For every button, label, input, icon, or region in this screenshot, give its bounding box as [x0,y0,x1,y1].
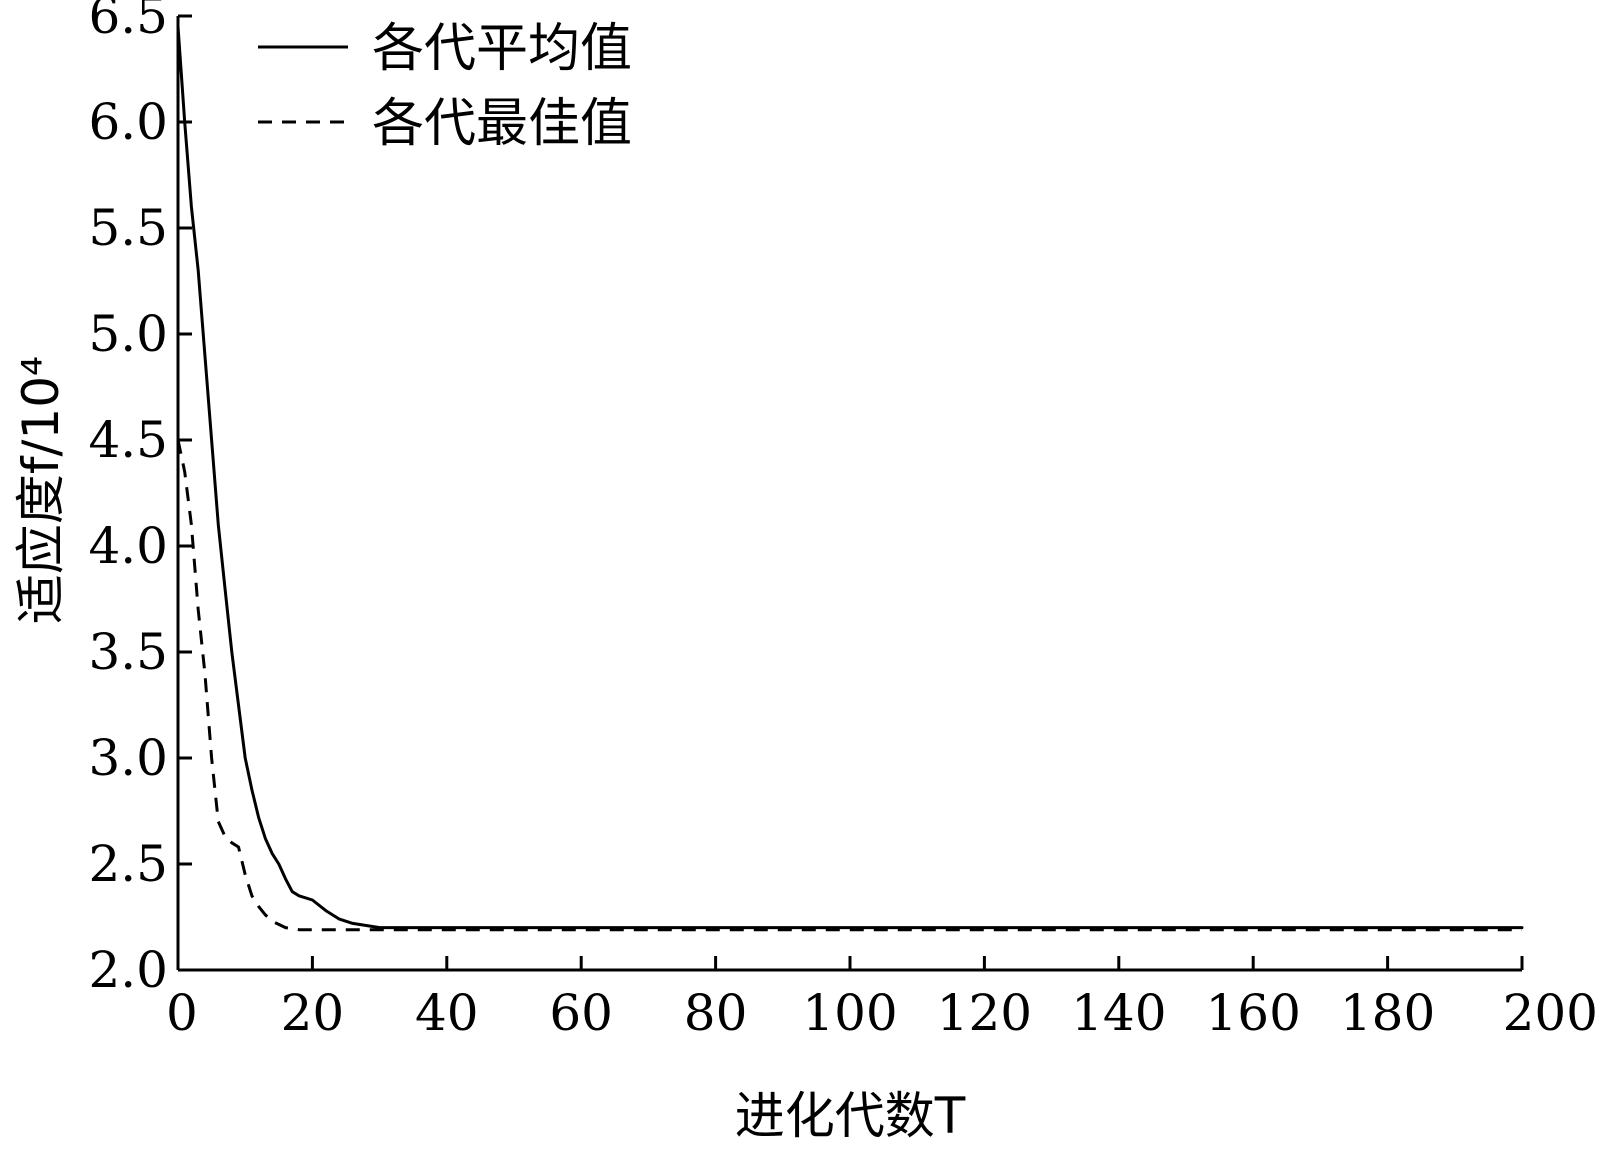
y-tick-label: 2.5 [88,835,168,893]
x-tick-label: 40 [415,984,479,1042]
x-tick-label: 0 [166,984,198,1042]
legend-label-average: 各代平均值 [372,19,632,79]
legend: 各代平均值 各代最佳值 [258,19,632,154]
y-tick-label: 5.0 [88,305,168,363]
y-axis-ticks: 2.0 2.5 3.0 3.5 4.0 4.5 5.0 5.5 6.0 6.5 [88,0,192,999]
x-axis-ticks: 0 20 40 60 80 100 120 140 160 180 200 [166,956,1598,1042]
y-tick-label: 4.5 [88,411,168,469]
x-axis-label: 进化代数T [735,1087,966,1145]
x-tick-label: 140 [1071,984,1166,1042]
y-tick-label: 2.0 [88,941,168,999]
y-axis-label: 适应度f/10⁴ [12,356,70,624]
y-tick-label: 5.5 [88,199,168,257]
x-tick-label: 100 [802,984,897,1042]
legend-label-best: 各代最佳值 [372,94,632,154]
x-tick-label: 20 [281,984,345,1042]
x-tick-label: 60 [549,984,613,1042]
x-tick-label: 80 [684,984,748,1042]
y-tick-label: 6.0 [88,93,168,151]
x-tick-label: 120 [937,984,1032,1042]
x-tick-label: 160 [1205,984,1300,1042]
x-tick-label: 180 [1340,984,1435,1042]
y-tick-label: 6.5 [88,0,168,45]
y-tick-label: 3.5 [88,623,168,681]
series-line-average [176,25,1524,930]
series-line-best [176,439,1522,932]
plot-frame [176,16,1522,972]
series-layer [176,25,1524,932]
x-tick-label: 200 [1503,984,1598,1042]
y-tick-label: 3.0 [88,729,168,787]
y-tick-label: 4.0 [88,517,168,575]
